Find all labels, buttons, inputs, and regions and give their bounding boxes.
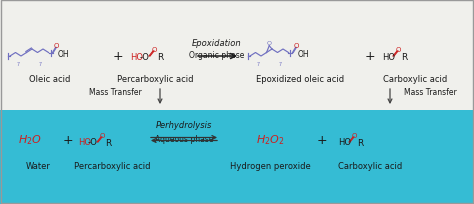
Bar: [0, 110, 474, 204]
Text: HO: HO: [78, 138, 91, 147]
Text: Perhydrolysis: Perhydrolysis: [156, 120, 212, 129]
Text: -O: -O: [140, 52, 150, 61]
Text: O: O: [396, 47, 401, 53]
Text: +: +: [113, 49, 123, 62]
Text: 7: 7: [257, 62, 260, 67]
Text: Carboxylic acid: Carboxylic acid: [383, 75, 447, 84]
Text: +: +: [317, 133, 328, 146]
Bar: [0, 0, 474, 110]
Text: Hydrogen peroxide: Hydrogen peroxide: [229, 162, 310, 171]
Text: O: O: [100, 132, 105, 138]
Text: Percarboxylic acid: Percarboxylic acid: [74, 162, 150, 171]
Text: OH: OH: [298, 50, 309, 59]
Text: Aqueous phase: Aqueous phase: [155, 134, 213, 143]
Text: OH: OH: [57, 50, 69, 59]
Text: R: R: [401, 53, 407, 62]
Text: O: O: [54, 43, 59, 49]
Text: 7: 7: [39, 62, 42, 67]
Text: Carboxylic acid: Carboxylic acid: [338, 162, 402, 171]
Text: O: O: [294, 43, 299, 49]
Text: 7: 7: [279, 62, 282, 67]
Text: R: R: [357, 139, 363, 148]
Text: Organic phase: Organic phase: [189, 50, 245, 59]
Text: $H_2O$: $H_2O$: [18, 132, 42, 146]
Text: +: +: [365, 49, 375, 62]
Text: Mass Transfer: Mass Transfer: [89, 88, 141, 96]
Text: Mass Transfer: Mass Transfer: [404, 88, 456, 96]
Text: Epoxidized oleic acid: Epoxidized oleic acid: [256, 75, 344, 84]
Text: Percarboxylic acid: Percarboxylic acid: [117, 75, 193, 84]
Text: O: O: [267, 41, 272, 46]
Text: O: O: [352, 132, 357, 138]
Text: HO: HO: [382, 52, 395, 61]
Text: Water: Water: [26, 162, 50, 171]
Text: Epoxidation: Epoxidation: [192, 39, 242, 48]
Text: HO: HO: [130, 52, 143, 61]
Text: +: +: [63, 133, 73, 146]
Text: O: O: [152, 47, 157, 53]
Text: 7: 7: [17, 62, 20, 67]
Text: R: R: [157, 53, 163, 62]
Text: $H_2O_2$: $H_2O_2$: [256, 132, 284, 146]
Text: Oleic acid: Oleic acid: [29, 75, 71, 84]
Text: -O: -O: [88, 138, 98, 147]
Text: HO: HO: [338, 138, 351, 147]
Text: R: R: [105, 139, 111, 148]
